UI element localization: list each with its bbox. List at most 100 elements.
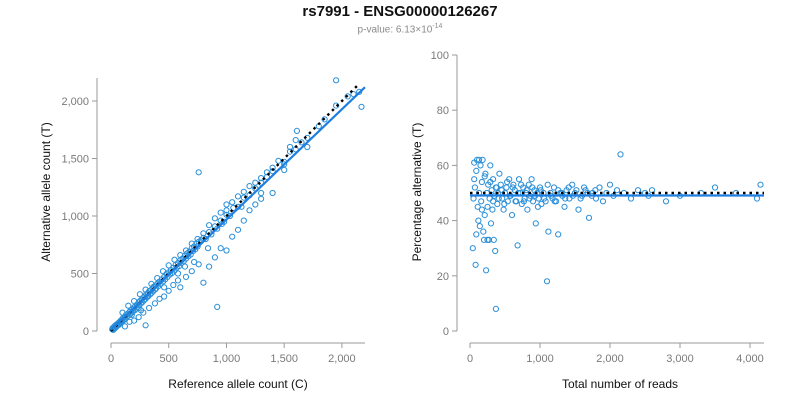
plot2-data-point: [510, 181, 517, 188]
plot2-data-point: [478, 198, 485, 205]
plot1-x-tick-label: 2,000: [328, 353, 356, 365]
plot1-data-point: [148, 280, 155, 287]
plot1-data-point: [252, 179, 259, 186]
plot2-y-axis-label: Percentage alternative (T): [410, 123, 424, 262]
plot1-y-tick-label: 2,000: [61, 96, 89, 108]
plot2-data-point: [534, 203, 542, 210]
plot1-y-tick-label: 1,500: [61, 154, 89, 166]
plot2-data-point: [581, 184, 588, 191]
plot1-data-point: [200, 230, 207, 237]
plot2-data-point: [606, 181, 614, 188]
plot2-x-ticks: 0 1,000 2,000 3,000 4,000: [467, 343, 764, 365]
plot1-data-point: [206, 222, 213, 229]
plot2-data-point: [753, 195, 761, 202]
plot2-x-tick-label: 1,000: [526, 353, 554, 365]
plot1-data-point: [240, 188, 247, 195]
plot2-data-point: [483, 267, 490, 274]
plot2-points: [469, 151, 764, 312]
plot2-data-point: [585, 214, 593, 221]
plot1-data-point: [234, 226, 242, 233]
plot2-y-tick-label: 100: [431, 50, 449, 62]
plot1-data-point: [182, 273, 190, 280]
plot2-data-point: [596, 184, 603, 191]
plot2-data-point: [494, 200, 501, 208]
plot1-data-point: [229, 199, 236, 206]
plot2-data-point: [472, 261, 479, 268]
plot2-data-point: [662, 198, 670, 205]
plot1-data-point: [214, 303, 221, 310]
plot2-data-point: [487, 162, 494, 169]
plot1-data-point: [174, 270, 182, 277]
plot1-data-point: [217, 209, 224, 216]
p-value-exponent: -14: [432, 23, 443, 30]
plot2-x-tick-label: 3,000: [666, 353, 694, 365]
plot1-data-point: [258, 195, 265, 202]
plot1-x-axis-label: Reference allele count (C): [168, 377, 307, 391]
plot1-data-point: [240, 217, 247, 224]
plot2-data-point: [478, 206, 485, 213]
plot2-data-point: [634, 187, 642, 194]
plot2-data-point: [523, 187, 530, 194]
plot1-data-point: [131, 317, 138, 324]
plot2-data-point: [520, 198, 528, 205]
plot1-data-point: [161, 293, 168, 300]
plot1-data-point: [188, 240, 195, 247]
chart-title: rs7991 - ENSG00000126267: [302, 3, 498, 20]
plot2-data-point: [525, 181, 532, 188]
plot2-data-point: [474, 203, 481, 210]
plot1-data-point: [165, 287, 172, 294]
plot2-data-point: [524, 206, 531, 213]
plot1-data-point: [151, 300, 158, 307]
plot2-data-point: [484, 203, 491, 210]
plot1-data-point: [136, 291, 143, 298]
plot2-data-point: [471, 184, 478, 191]
plot1-data-point: [281, 166, 288, 174]
plot1-data-point: [121, 323, 129, 330]
plot1-x-tick-label: 1,500: [270, 353, 298, 365]
plot2-data-point: [481, 173, 488, 180]
plot2-data-point: [537, 187, 544, 194]
plot1-data-point: [269, 189, 276, 197]
plot2-data-point: [627, 195, 635, 202]
plot2-data-point: [500, 206, 507, 213]
plot2-data-point: [508, 212, 516, 219]
plot2-data-point: [496, 170, 503, 177]
plot2-data-point: [473, 231, 480, 238]
plot2-y-tick-label: 20: [437, 271, 449, 283]
plot2-data-point: [482, 170, 489, 177]
plot1-data-point: [333, 77, 340, 84]
plot1-data-point: [159, 268, 167, 275]
plot1-data-point: [177, 252, 184, 259]
plot2-y-tick-label: 40: [437, 216, 449, 228]
plot1-data-point: [211, 254, 218, 261]
plot1-data-point: [356, 88, 363, 95]
plot2-data-point: [475, 217, 482, 224]
plot1-data-point: [142, 322, 149, 329]
plot1-data-point: [206, 263, 213, 270]
plot1-fit-line: [110, 86, 366, 331]
plot1-data-point: [188, 268, 195, 275]
plot1-data-point: [246, 183, 253, 190]
plot2-data-point: [543, 278, 551, 285]
plot2-data-point: [509, 184, 516, 191]
plot1-data-point: [304, 143, 311, 151]
plot2-data-point: [497, 181, 504, 188]
plot1-data-point: [344, 93, 351, 100]
plot1-data-point: [223, 201, 230, 208]
plot2-data-point: [535, 195, 542, 202]
plot1-data-point: [204, 245, 212, 252]
plot1-data-point: [223, 247, 230, 254]
plot2-data-point: [481, 212, 488, 219]
plot2-data-point: [529, 198, 537, 205]
plot1-data-point: [286, 143, 294, 151]
plot1-data-point: [321, 116, 328, 123]
plot1-data-point: [223, 211, 230, 218]
plot2-x-tick-label: 4,000: [736, 353, 764, 365]
plot1-data-point: [170, 281, 177, 289]
plot1-data-point: [142, 286, 149, 293]
plot2-data-point: [501, 200, 508, 208]
plot2-data-point: [490, 198, 497, 205]
plot1-data-point: [211, 215, 218, 222]
plot1-data-point: [223, 207, 230, 214]
